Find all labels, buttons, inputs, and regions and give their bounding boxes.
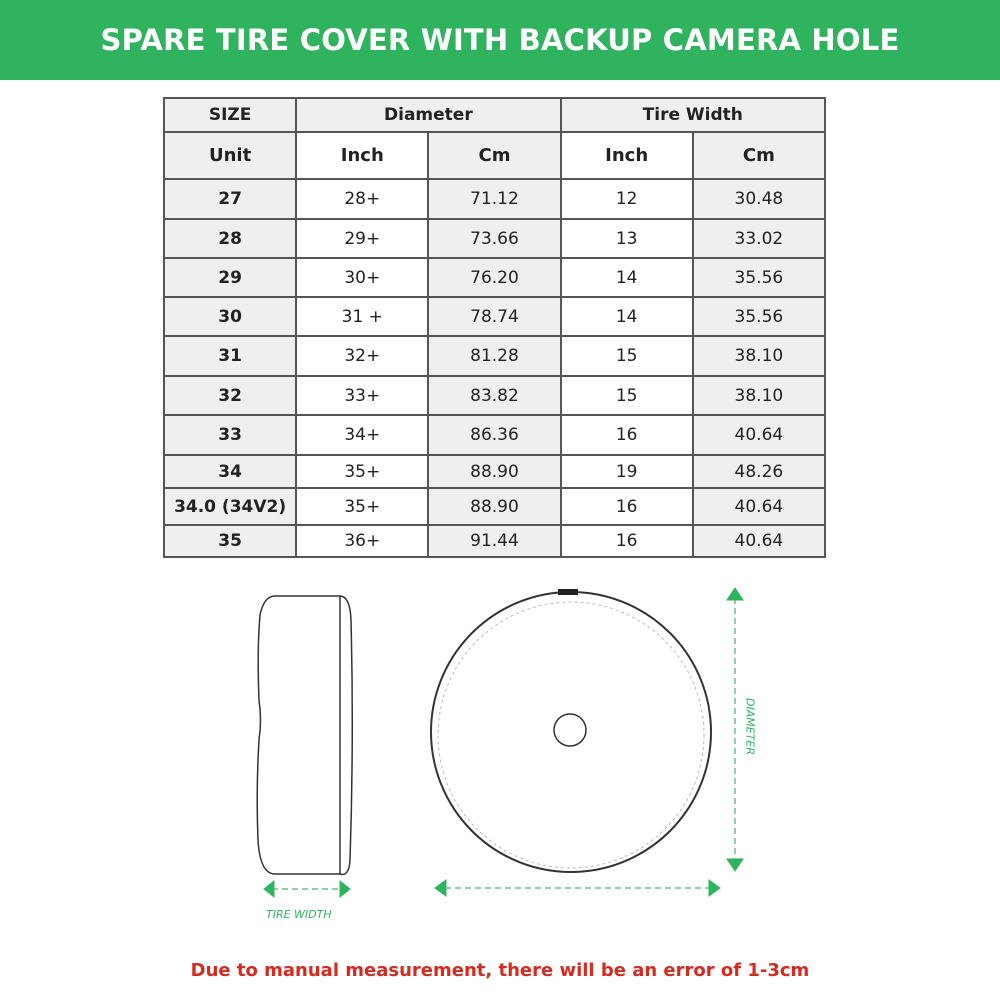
width-cm-cell: 35.56 <box>691 296 827 337</box>
diameter-cm-cell: 76.20 <box>427 257 562 298</box>
width-cm-cell: 38.10 <box>691 375 827 416</box>
diameter-cm-cell: 78.74 <box>427 296 562 337</box>
tire-width-arrow-left <box>263 879 275 899</box>
size-cell: 35 <box>162 524 298 558</box>
size-cell: 28 <box>162 218 298 259</box>
size-cell: 27 <box>162 178 298 220</box>
tire-width-label: TIRE WIDTH <box>266 908 332 921</box>
width-inch-cell: 15 <box>559 375 694 416</box>
width-cm-header: Cm <box>691 131 827 180</box>
table-row: 28 29+ 73.66 13 33.02 <box>162 218 827 259</box>
size-cell: 30 <box>162 296 298 337</box>
diameter-cm-cell: 83.82 <box>427 375 562 416</box>
width-inch-cell: 16 <box>559 524 694 558</box>
table-row: 32 33+ 83.82 15 38.10 <box>162 375 827 416</box>
width-inch-cell: 19 <box>559 454 694 489</box>
size-cell: 31 <box>162 335 298 377</box>
tire-width-arrow-right <box>339 879 351 899</box>
diameter-inch-header: Inch <box>295 131 430 180</box>
width-inch-cell: 16 <box>559 414 694 456</box>
diameter-cm-header: Cm <box>427 131 562 180</box>
table-row: 31 32+ 81.28 15 38.10 <box>162 335 827 377</box>
diameter-cm-cell: 73.66 <box>427 218 562 259</box>
tire-side-view <box>256 595 354 876</box>
size-table: SIZE Diameter Tire Width Unit Inch Cm In… <box>162 97 827 558</box>
size-cell: 29 <box>162 257 298 298</box>
diameter-cm-cell: 81.28 <box>427 335 562 377</box>
width-cm-cell: 30.48 <box>691 178 827 220</box>
diameter-cm-cell: 91.44 <box>427 524 562 558</box>
unit-header: Unit <box>162 131 298 180</box>
diameter-v-arrow-top <box>726 587 744 601</box>
size-header: SIZE <box>162 97 298 133</box>
table-row: 35 36+ 91.44 16 40.64 <box>162 524 827 558</box>
group-header-row: SIZE Diameter Tire Width <box>162 97 827 133</box>
diameter-cm-cell: 71.12 <box>427 178 562 220</box>
diameter-header: Diameter <box>295 97 562 133</box>
diameter-cm-cell: 88.90 <box>427 454 562 489</box>
diameter-inch-cell: 31 + <box>295 296 430 337</box>
measurement-note: Due to manual measurement, there will be… <box>190 960 810 981</box>
size-cell: 33 <box>162 414 298 456</box>
diameter-inch-cell: 32+ <box>295 335 430 377</box>
size-cell: 34.0 (34V2) <box>162 487 298 526</box>
diameter-inch-cell: 33+ <box>295 375 430 416</box>
diameter-inch-cell: 35+ <box>295 454 430 489</box>
tire-stitch-line <box>437 601 705 869</box>
width-cm-cell: 40.64 <box>691 414 827 456</box>
title-banner: SPARE TIRE COVER WITH BACKUP CAMERA HOLE <box>0 0 1000 80</box>
diameter-inch-cell: 34+ <box>295 414 430 456</box>
tire-width-header: Tire Width <box>559 97 827 133</box>
diameter-cm-cell: 86.36 <box>427 414 562 456</box>
camera-tab <box>558 589 578 595</box>
width-cm-cell: 38.10 <box>691 335 827 377</box>
diameter-h-arrow-right <box>708 879 721 897</box>
width-cm-cell: 33.02 <box>691 218 827 259</box>
table-row: 27 28+ 71.12 12 30.48 <box>162 178 827 220</box>
table-row: 33 34+ 86.36 16 40.64 <box>162 414 827 456</box>
diameter-h-arrow-left <box>434 879 447 897</box>
size-cell: 34 <box>162 454 298 489</box>
table-row: 30 31 +78.74 14 35.56 <box>162 296 827 337</box>
table-row: 29 30+ 76.20 14 35.56 <box>162 257 827 298</box>
width-inch-cell: 13 <box>559 218 694 259</box>
diameter-inch-cell: 29+ <box>295 218 430 259</box>
size-cell: 32 <box>162 375 298 416</box>
diameter-v-arrow-bottom <box>726 858 744 872</box>
diameter-cm-cell: 88.90 <box>427 487 562 526</box>
camera-hole <box>553 713 587 747</box>
width-cm-cell: 40.64 <box>691 487 827 526</box>
diameter-label: DIAMETER <box>743 698 757 755</box>
width-inch-cell: 12 <box>559 178 694 220</box>
diameter-inch-cell: 30+ <box>295 257 430 298</box>
width-cm-cell: 35.56 <box>691 257 827 298</box>
table-row: 34.0 (34V2) 35+ 88.90 16 40.64 <box>162 487 827 526</box>
diameter-inch-cell: 35+ <box>295 487 430 526</box>
width-inch-cell: 14 <box>559 257 694 298</box>
diameter-inch-cell: 36+ <box>295 524 430 558</box>
width-cm-cell: 40.64 <box>691 524 827 558</box>
diameter-inch-cell: 28+ <box>295 178 430 220</box>
table-row: 34 35+ 88.90 19 48.26 <box>162 454 827 489</box>
width-cm-cell: 48.26 <box>691 454 827 489</box>
unit-header-row: Unit Inch Cm Inch Cm <box>162 131 827 180</box>
width-inch-cell: 16 <box>559 487 694 526</box>
width-inch-header: Inch <box>559 131 694 180</box>
width-inch-cell: 15 <box>559 335 694 377</box>
width-inch-cell: 14 <box>559 296 694 337</box>
